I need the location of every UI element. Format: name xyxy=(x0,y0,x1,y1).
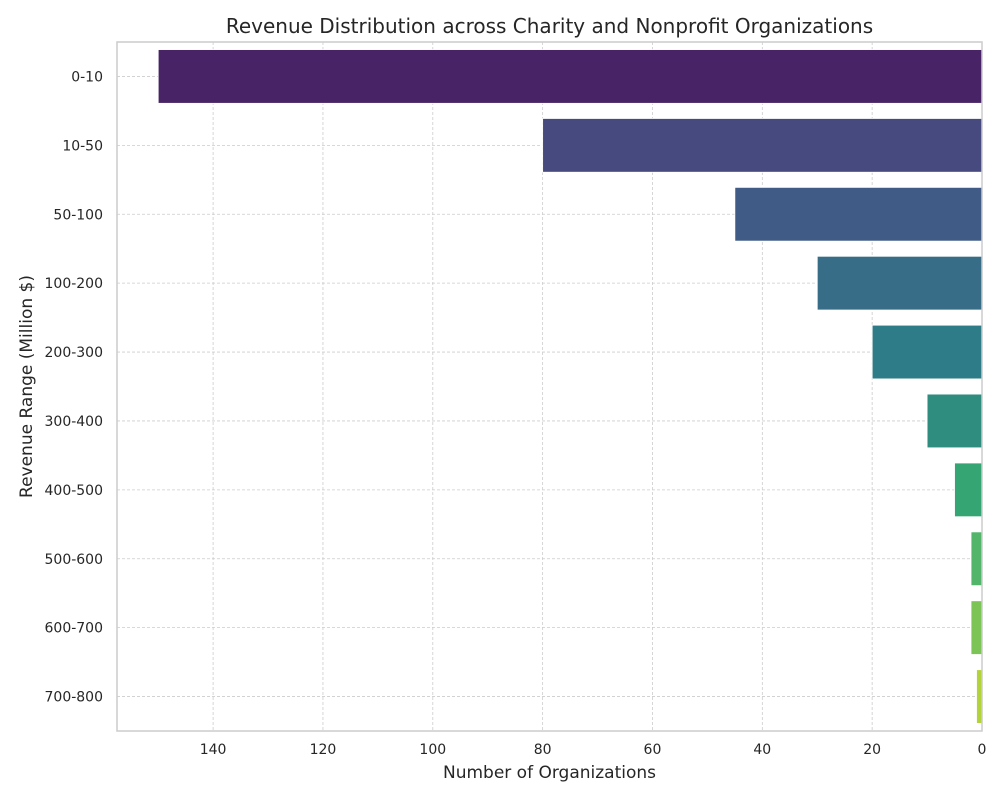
x-tick-label: 60 xyxy=(644,742,662,758)
bar-400-500 xyxy=(954,462,983,518)
x-tick-label: 140 xyxy=(200,742,227,758)
x-axis-label: Number of Organizations xyxy=(443,763,656,783)
bar-10-50 xyxy=(542,118,983,173)
plot-frame xyxy=(116,41,983,732)
y-tick-label: 700-800 xyxy=(45,690,104,706)
x-tick-label: 40 xyxy=(753,742,771,758)
bar-200-300 xyxy=(871,324,983,380)
bar-100-200 xyxy=(816,255,983,311)
y-tick-label: 100-200 xyxy=(45,276,104,292)
y-tick-label: 200-300 xyxy=(45,345,104,361)
y-tick-label: 300-400 xyxy=(45,414,104,430)
y-axis-ticks: 0-10 10-50 50-100 100-200 200-300 300-400 400-… xyxy=(45,69,104,705)
bars xyxy=(157,49,983,724)
y-tick-label: 50-100 xyxy=(53,207,103,223)
x-tick-label: 120 xyxy=(310,742,337,758)
chart-title: Revenue Distribution across Charity and … xyxy=(226,14,873,38)
y-tick-label: 0-10 xyxy=(71,69,103,85)
x-axis-ticks: 0 20 40 60 80 100 120 140 xyxy=(200,742,987,758)
bar-0-10 xyxy=(157,49,983,104)
bar-300-400 xyxy=(926,393,983,449)
y-tick-label: 400-500 xyxy=(45,483,104,499)
x-tick-label: 80 xyxy=(534,742,552,758)
y-tick-label: 600-700 xyxy=(45,621,104,637)
x-tick-label: 100 xyxy=(419,742,446,758)
y-axis-label: Revenue Range (Million $) xyxy=(17,275,37,498)
bar-600-700 xyxy=(970,600,983,655)
y-tick-label: 10-50 xyxy=(62,138,103,154)
x-tick-label: 20 xyxy=(863,742,881,758)
bar-50-100 xyxy=(734,186,983,242)
bar-700-800 xyxy=(976,669,983,724)
y-tick-label: 500-600 xyxy=(45,552,104,568)
x-tick-label: 0 xyxy=(978,742,987,758)
bar-500-600 xyxy=(970,531,983,587)
